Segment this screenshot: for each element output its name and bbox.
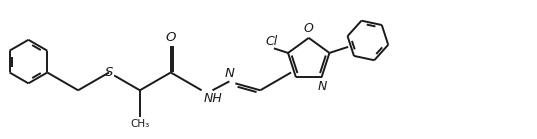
Text: O: O (165, 31, 176, 44)
Text: N: N (317, 80, 326, 93)
Text: S: S (105, 66, 113, 79)
Text: O: O (304, 22, 314, 35)
Text: N: N (224, 67, 234, 80)
Text: Cl: Cl (266, 35, 278, 48)
Text: CH₃: CH₃ (130, 119, 149, 129)
Text: NH: NH (204, 92, 222, 105)
